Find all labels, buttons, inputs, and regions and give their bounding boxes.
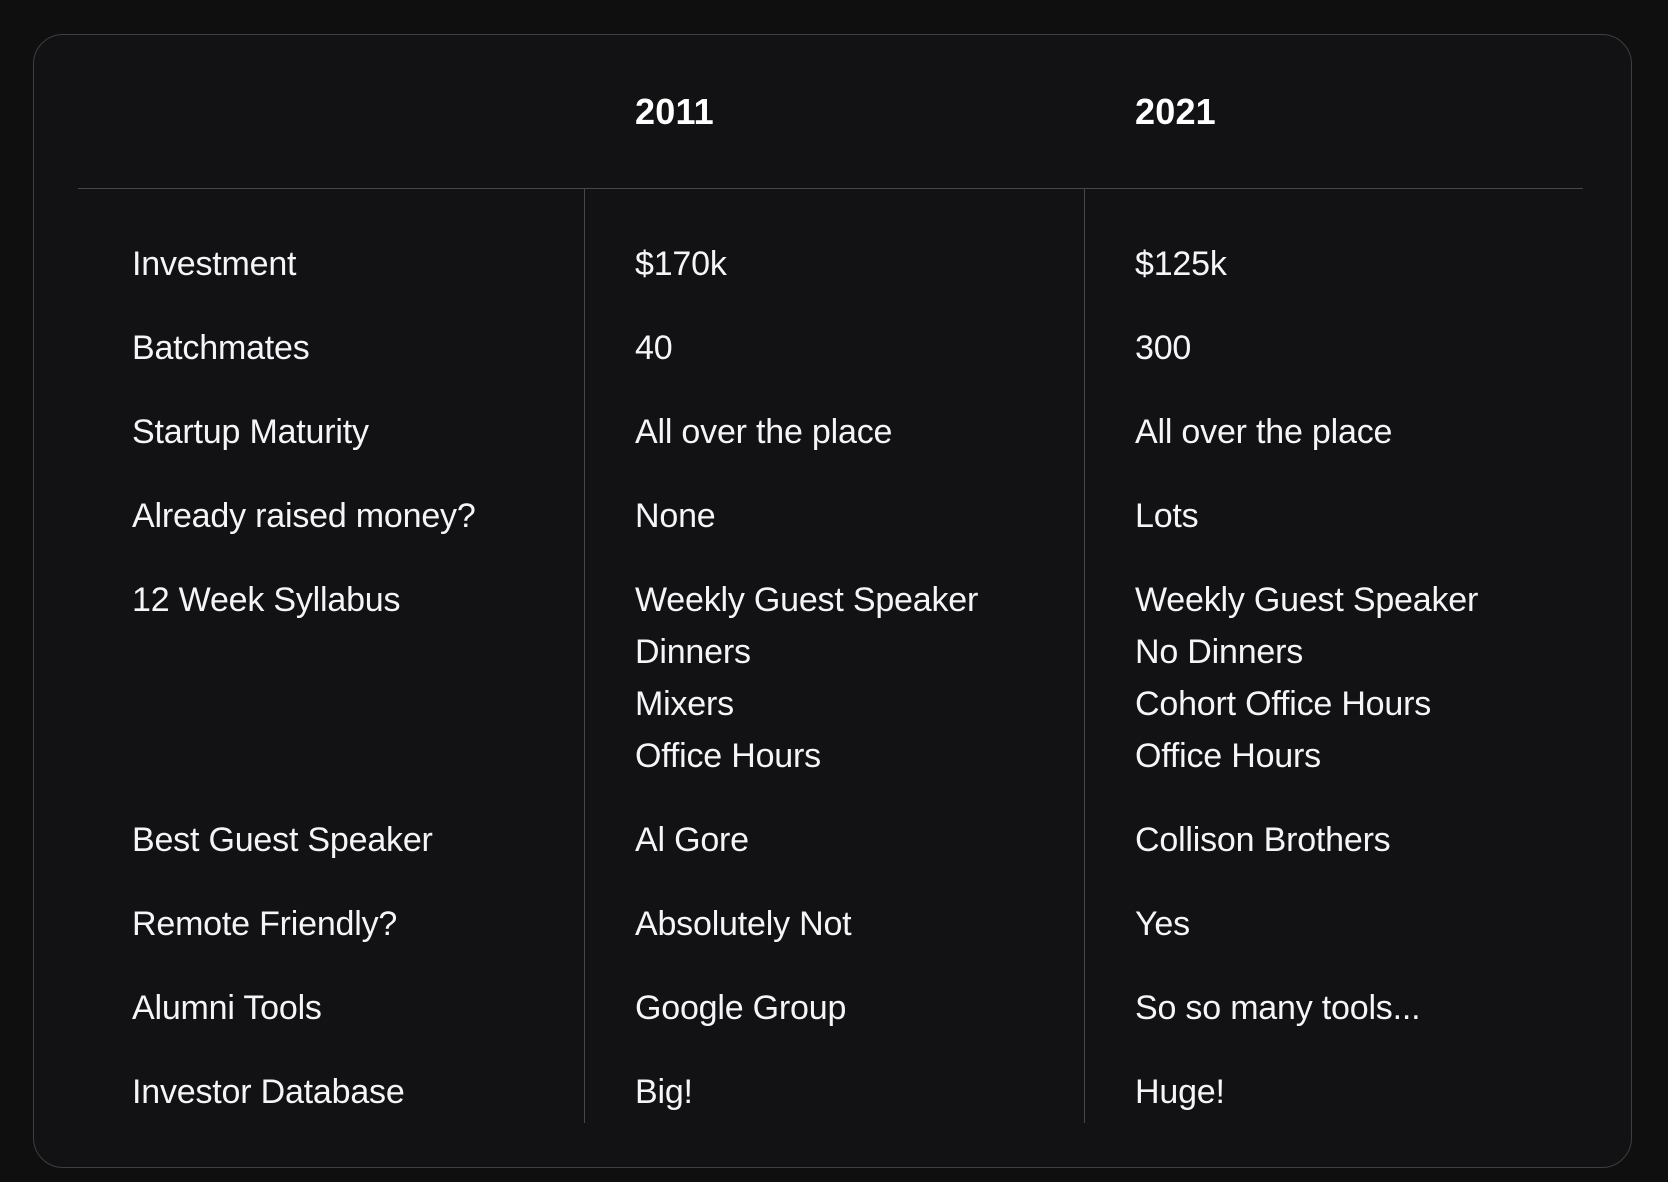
table-row: Batchmates 40 300 bbox=[34, 306, 1631, 390]
table-header-row: 2011 2021 bbox=[34, 35, 1631, 188]
value-line: Huge! bbox=[1135, 1073, 1225, 1111]
value-line: Weekly Guest Speaker bbox=[635, 581, 979, 619]
row-label: Alumni Tools bbox=[132, 989, 322, 1027]
value-2011: None bbox=[584, 490, 1084, 542]
value-line: None bbox=[635, 497, 716, 535]
value-2011: All over the place bbox=[584, 406, 1084, 458]
value-line: All over the place bbox=[635, 413, 893, 451]
value-line: $170k bbox=[635, 245, 727, 283]
value-2021: Collison Brothers bbox=[1084, 814, 1632, 866]
value-line: Dinners bbox=[635, 633, 751, 671]
column-header-2011: 2011 bbox=[635, 90, 714, 132]
value-2021: All over the place bbox=[1084, 406, 1632, 458]
value-line: Absolutely Not bbox=[635, 905, 852, 943]
value-line: Yes bbox=[1135, 905, 1190, 943]
column-divider-left bbox=[584, 188, 585, 1123]
value-2011: 40 bbox=[584, 322, 1084, 374]
value-line: $125k bbox=[1135, 245, 1227, 283]
value-line: Weekly Guest Speaker bbox=[1135, 581, 1479, 619]
value-2021: Huge! bbox=[1084, 1066, 1632, 1118]
value-line: Office Hours bbox=[1135, 737, 1321, 775]
value-line: So so many tools... bbox=[1135, 989, 1421, 1027]
row-label: 12 Week Syllabus bbox=[132, 581, 401, 619]
value-line: Mixers bbox=[635, 685, 734, 723]
value-2021: 300 bbox=[1084, 322, 1632, 374]
value-line: 300 bbox=[1135, 329, 1192, 367]
table-row: Remote Friendly? Absolutely Not Yes bbox=[34, 882, 1631, 966]
column-header-2021: 2021 bbox=[1135, 90, 1216, 132]
table-row: Alumni Tools Google Group So so many too… bbox=[34, 966, 1631, 1050]
row-label: Batchmates bbox=[132, 329, 310, 367]
value-2021: $125k bbox=[1084, 238, 1632, 290]
value-line: 40 bbox=[635, 329, 673, 367]
value-line: All over the place bbox=[1135, 413, 1393, 451]
table-row: Best Guest Speaker Al Gore Collison Brot… bbox=[34, 798, 1631, 882]
value-2011: Absolutely Not bbox=[584, 898, 1084, 950]
value-2021: So so many tools... bbox=[1084, 982, 1632, 1034]
comparison-card: 2011 2021 Investment $170k $125k Batchma… bbox=[33, 34, 1632, 1168]
row-label: Investment bbox=[132, 245, 297, 283]
value-line: Google Group bbox=[635, 989, 847, 1027]
value-line: Collison Brothers bbox=[1135, 821, 1391, 859]
value-2011: Al Gore bbox=[584, 814, 1084, 866]
value-2021: Lots bbox=[1084, 490, 1632, 542]
table-row: Investment $170k $125k bbox=[34, 222, 1631, 306]
column-divider-right bbox=[1084, 188, 1085, 1123]
value-2011: Weekly Guest Speaker Dinners Mixers Office … bbox=[584, 574, 1084, 782]
table-row: Investor Database Big! Huge! bbox=[34, 1050, 1631, 1134]
header-underline bbox=[78, 188, 1583, 189]
value-line: Lots bbox=[1135, 497, 1199, 535]
value-2011: Google Group bbox=[584, 982, 1084, 1034]
table-row: Startup Maturity All over the place All … bbox=[34, 390, 1631, 474]
row-label: Startup Maturity bbox=[132, 413, 369, 451]
value-line: Office Hours bbox=[635, 737, 821, 775]
value-2021: Yes bbox=[1084, 898, 1632, 950]
row-label: Remote Friendly? bbox=[132, 905, 398, 943]
value-2011: $170k bbox=[584, 238, 1084, 290]
table-row: 12 Week Syllabus Weekly Guest Speaker Din… bbox=[34, 558, 1631, 798]
value-line: Big! bbox=[635, 1073, 693, 1111]
table-body: Investment $170k $125k Batchmates 40 300… bbox=[34, 188, 1631, 1134]
value-2011: Big! bbox=[584, 1066, 1084, 1118]
table-row: Already raised money? None Lots bbox=[34, 474, 1631, 558]
row-label: Already raised money? bbox=[132, 497, 476, 535]
value-2021: Weekly Guest Speaker No Dinners Cohort Off… bbox=[1084, 574, 1632, 782]
row-label: Investor Database bbox=[132, 1073, 405, 1111]
value-line: No Dinners bbox=[1135, 633, 1304, 671]
row-label: Best Guest Speaker bbox=[132, 821, 433, 859]
value-line: Cohort Office Hours bbox=[1135, 685, 1432, 723]
value-line: Al Gore bbox=[635, 821, 749, 859]
